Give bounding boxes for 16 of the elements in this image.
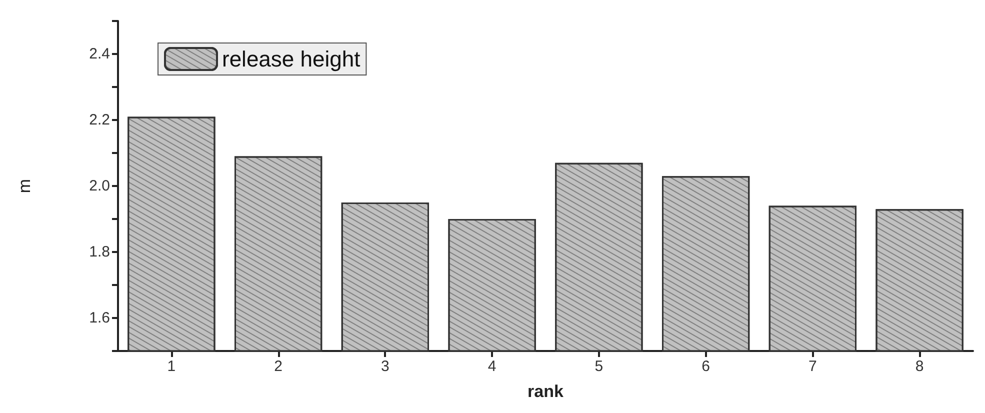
x-axis-title: rank [528, 382, 564, 401]
x-tick-label: 1 [167, 358, 176, 375]
y-tick-label: 1.8 [89, 244, 110, 260]
y-tick-label: 2.0 [89, 178, 110, 194]
x-tick-label: 4 [488, 358, 496, 375]
y-tick-label: 1.6 [89, 310, 110, 326]
y-axis-title: m [15, 178, 34, 194]
legend-label: release height [222, 46, 360, 72]
x-tick-label: 3 [381, 358, 390, 375]
x-tick-label: 2 [274, 358, 282, 375]
x-tick-label: 6 [702, 358, 710, 375]
x-tick-label: 7 [808, 358, 817, 375]
x-tick-label: 5 [594, 358, 604, 375]
x-tick-label: 8 [915, 358, 924, 375]
y-tick-label: 2.2 [89, 112, 110, 128]
y-tick-label: 2.4 [89, 46, 110, 62]
